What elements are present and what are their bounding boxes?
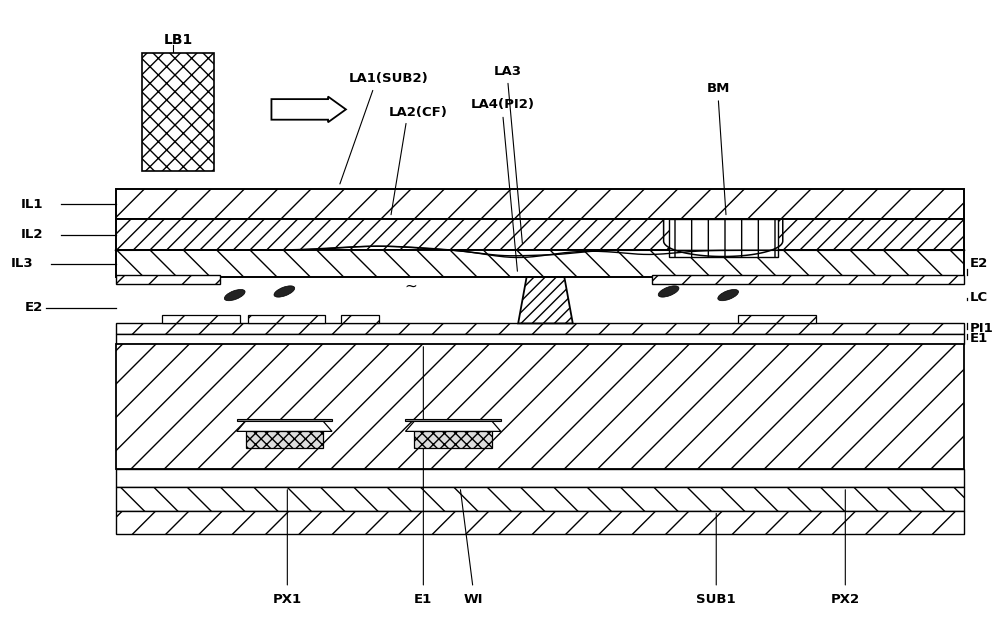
Polygon shape (405, 421, 501, 432)
Text: SUB1: SUB1 (696, 593, 736, 606)
Bar (116, 324, 964, 334)
Bar (116, 275, 220, 285)
Bar (237, 418, 332, 421)
Text: PI1: PI1 (969, 322, 993, 335)
Polygon shape (518, 277, 573, 324)
Ellipse shape (658, 286, 679, 297)
Bar (652, 275, 964, 285)
Text: LA1(SUB2): LA1(SUB2) (349, 72, 428, 85)
Text: LA4(PI2): LA4(PI2) (471, 98, 535, 111)
Bar (116, 219, 964, 250)
FancyArrow shape (271, 97, 346, 122)
Text: WI: WI (463, 593, 483, 606)
Text: PX2: PX2 (831, 593, 860, 606)
Bar (116, 344, 964, 469)
Ellipse shape (224, 290, 245, 301)
Bar (341, 315, 379, 324)
Bar (116, 188, 964, 219)
Bar (414, 432, 492, 448)
Text: LA2(CF): LA2(CF) (389, 106, 448, 119)
Text: LB1: LB1 (163, 33, 193, 48)
Text: BM: BM (707, 82, 730, 95)
Bar (669, 219, 778, 257)
Bar (116, 511, 964, 534)
Bar (405, 418, 501, 421)
Bar (248, 315, 325, 324)
Ellipse shape (274, 286, 295, 297)
Bar (162, 315, 240, 324)
Polygon shape (237, 421, 332, 432)
Text: PX1: PX1 (273, 593, 302, 606)
Text: IL3: IL3 (11, 257, 33, 270)
Text: E1: E1 (969, 332, 988, 345)
Text: E2: E2 (969, 257, 988, 270)
Bar (738, 315, 816, 324)
Bar (246, 432, 323, 448)
Text: LC: LC (969, 291, 988, 304)
Bar (142, 53, 214, 171)
Text: IL2: IL2 (21, 228, 43, 241)
Bar (116, 250, 964, 277)
Text: E2: E2 (25, 301, 43, 314)
Text: E1: E1 (414, 593, 432, 606)
Bar (116, 487, 964, 511)
Bar (116, 334, 964, 344)
Bar (116, 469, 964, 487)
Text: ~: ~ (404, 279, 417, 294)
Text: LA3: LA3 (494, 65, 522, 78)
Text: IL1: IL1 (21, 198, 43, 211)
Ellipse shape (718, 290, 739, 301)
